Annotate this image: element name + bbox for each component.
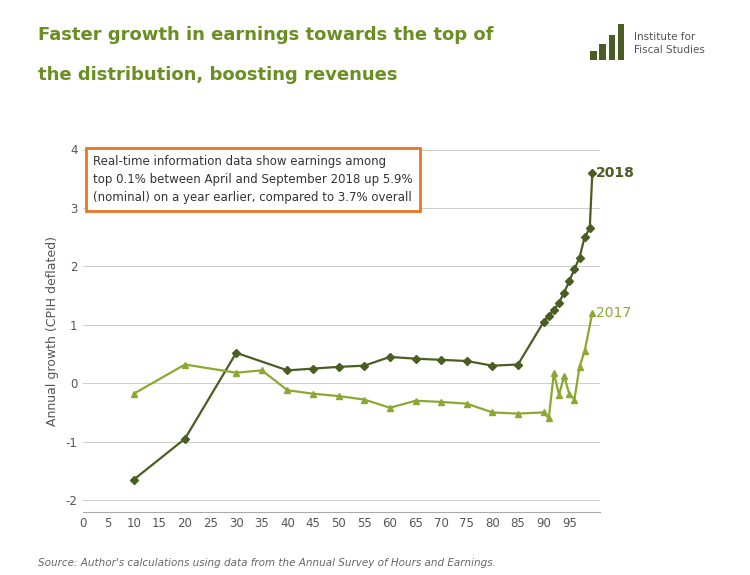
Text: Source: Author's calculations using data from the Annual Survey of Hours and Ear: Source: Author's calculations using data…	[38, 558, 495, 568]
Text: Faster growth in earnings towards the top of: Faster growth in earnings towards the to…	[38, 26, 493, 44]
Text: the distribution, boosting revenues: the distribution, boosting revenues	[38, 67, 397, 85]
Text: Institute for
Fiscal Studies: Institute for Fiscal Studies	[634, 32, 705, 55]
Text: 2017: 2017	[596, 306, 631, 320]
Bar	[599, 44, 606, 60]
Y-axis label: Annual growth (CPIH deflated): Annual growth (CPIH deflated)	[46, 236, 58, 426]
Bar	[590, 51, 597, 60]
Text: Real-time information data show earnings among
top 0.1% between April and Septem: Real-time information data show earnings…	[93, 155, 413, 204]
Bar	[618, 25, 624, 60]
Bar	[608, 35, 615, 60]
Text: 2018: 2018	[596, 166, 634, 180]
